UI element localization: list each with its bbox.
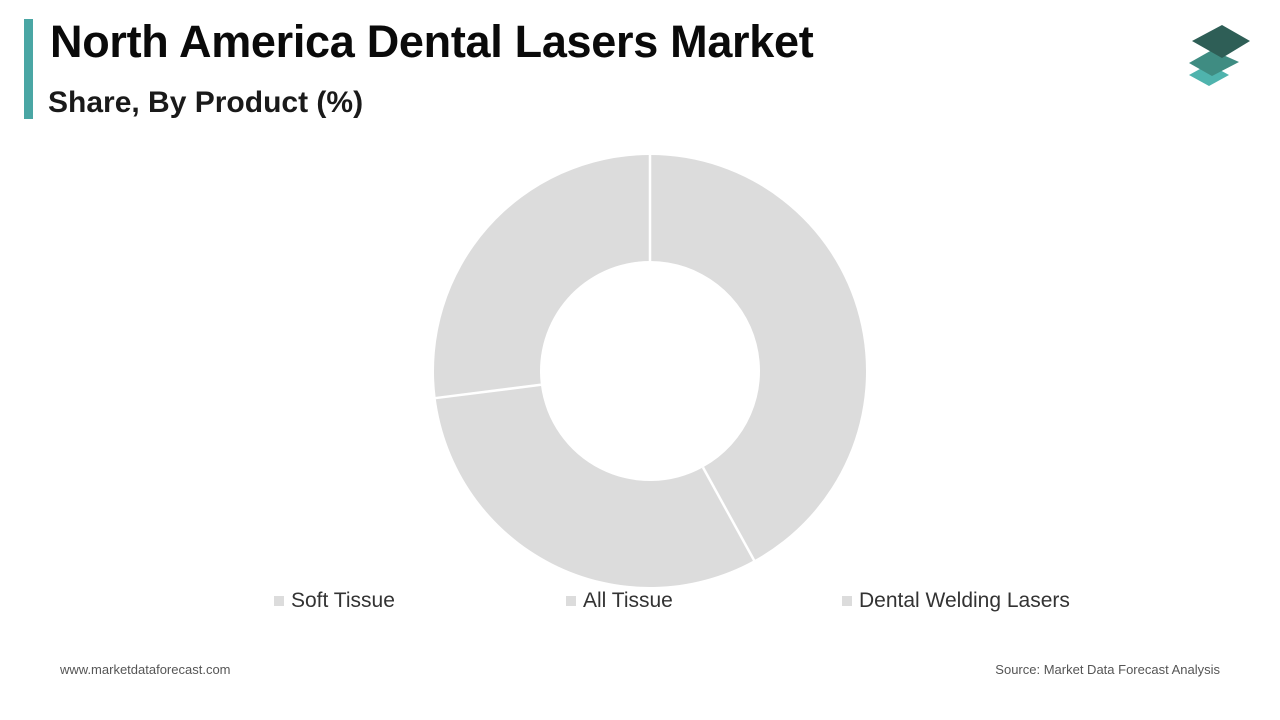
layered-diamonds-icon <box>1189 25 1250 86</box>
slice-all-tissue <box>435 384 755 587</box>
logo-middle-layer <box>1189 50 1239 76</box>
slice-separator <box>701 466 756 562</box>
slice-dental-welding-lasers <box>434 155 650 399</box>
logo-top-layer <box>1192 25 1250 58</box>
legend-label: All Tissue <box>583 589 673 612</box>
chart-title: North America Dental Lasers Market <box>50 16 814 67</box>
footer-source: Source: Market Data Forecast Analysis <box>995 662 1220 677</box>
legend-item-dental-welding-lasers: Dental Welding Lasers <box>842 588 1070 614</box>
legend-swatch <box>566 596 576 606</box>
legend-item-all-tissue: All Tissue <box>566 588 673 614</box>
slice-soft-tissue <box>650 155 866 561</box>
slice-separator <box>434 383 542 400</box>
legend-swatch <box>842 596 852 606</box>
legend-item-soft-tissue: Soft Tissue <box>274 588 395 614</box>
title-accent-bar <box>24 19 33 119</box>
legend-swatch <box>274 596 284 606</box>
donut-slices <box>434 155 866 587</box>
slice-separators <box>434 154 756 562</box>
legend-label: Dental Welding Lasers <box>859 589 1070 612</box>
chart-subtitle: Share, By Product (%) <box>48 86 364 119</box>
legend-label: Soft Tissue <box>291 589 395 612</box>
footer-website: www.marketdataforecast.com <box>60 662 231 677</box>
